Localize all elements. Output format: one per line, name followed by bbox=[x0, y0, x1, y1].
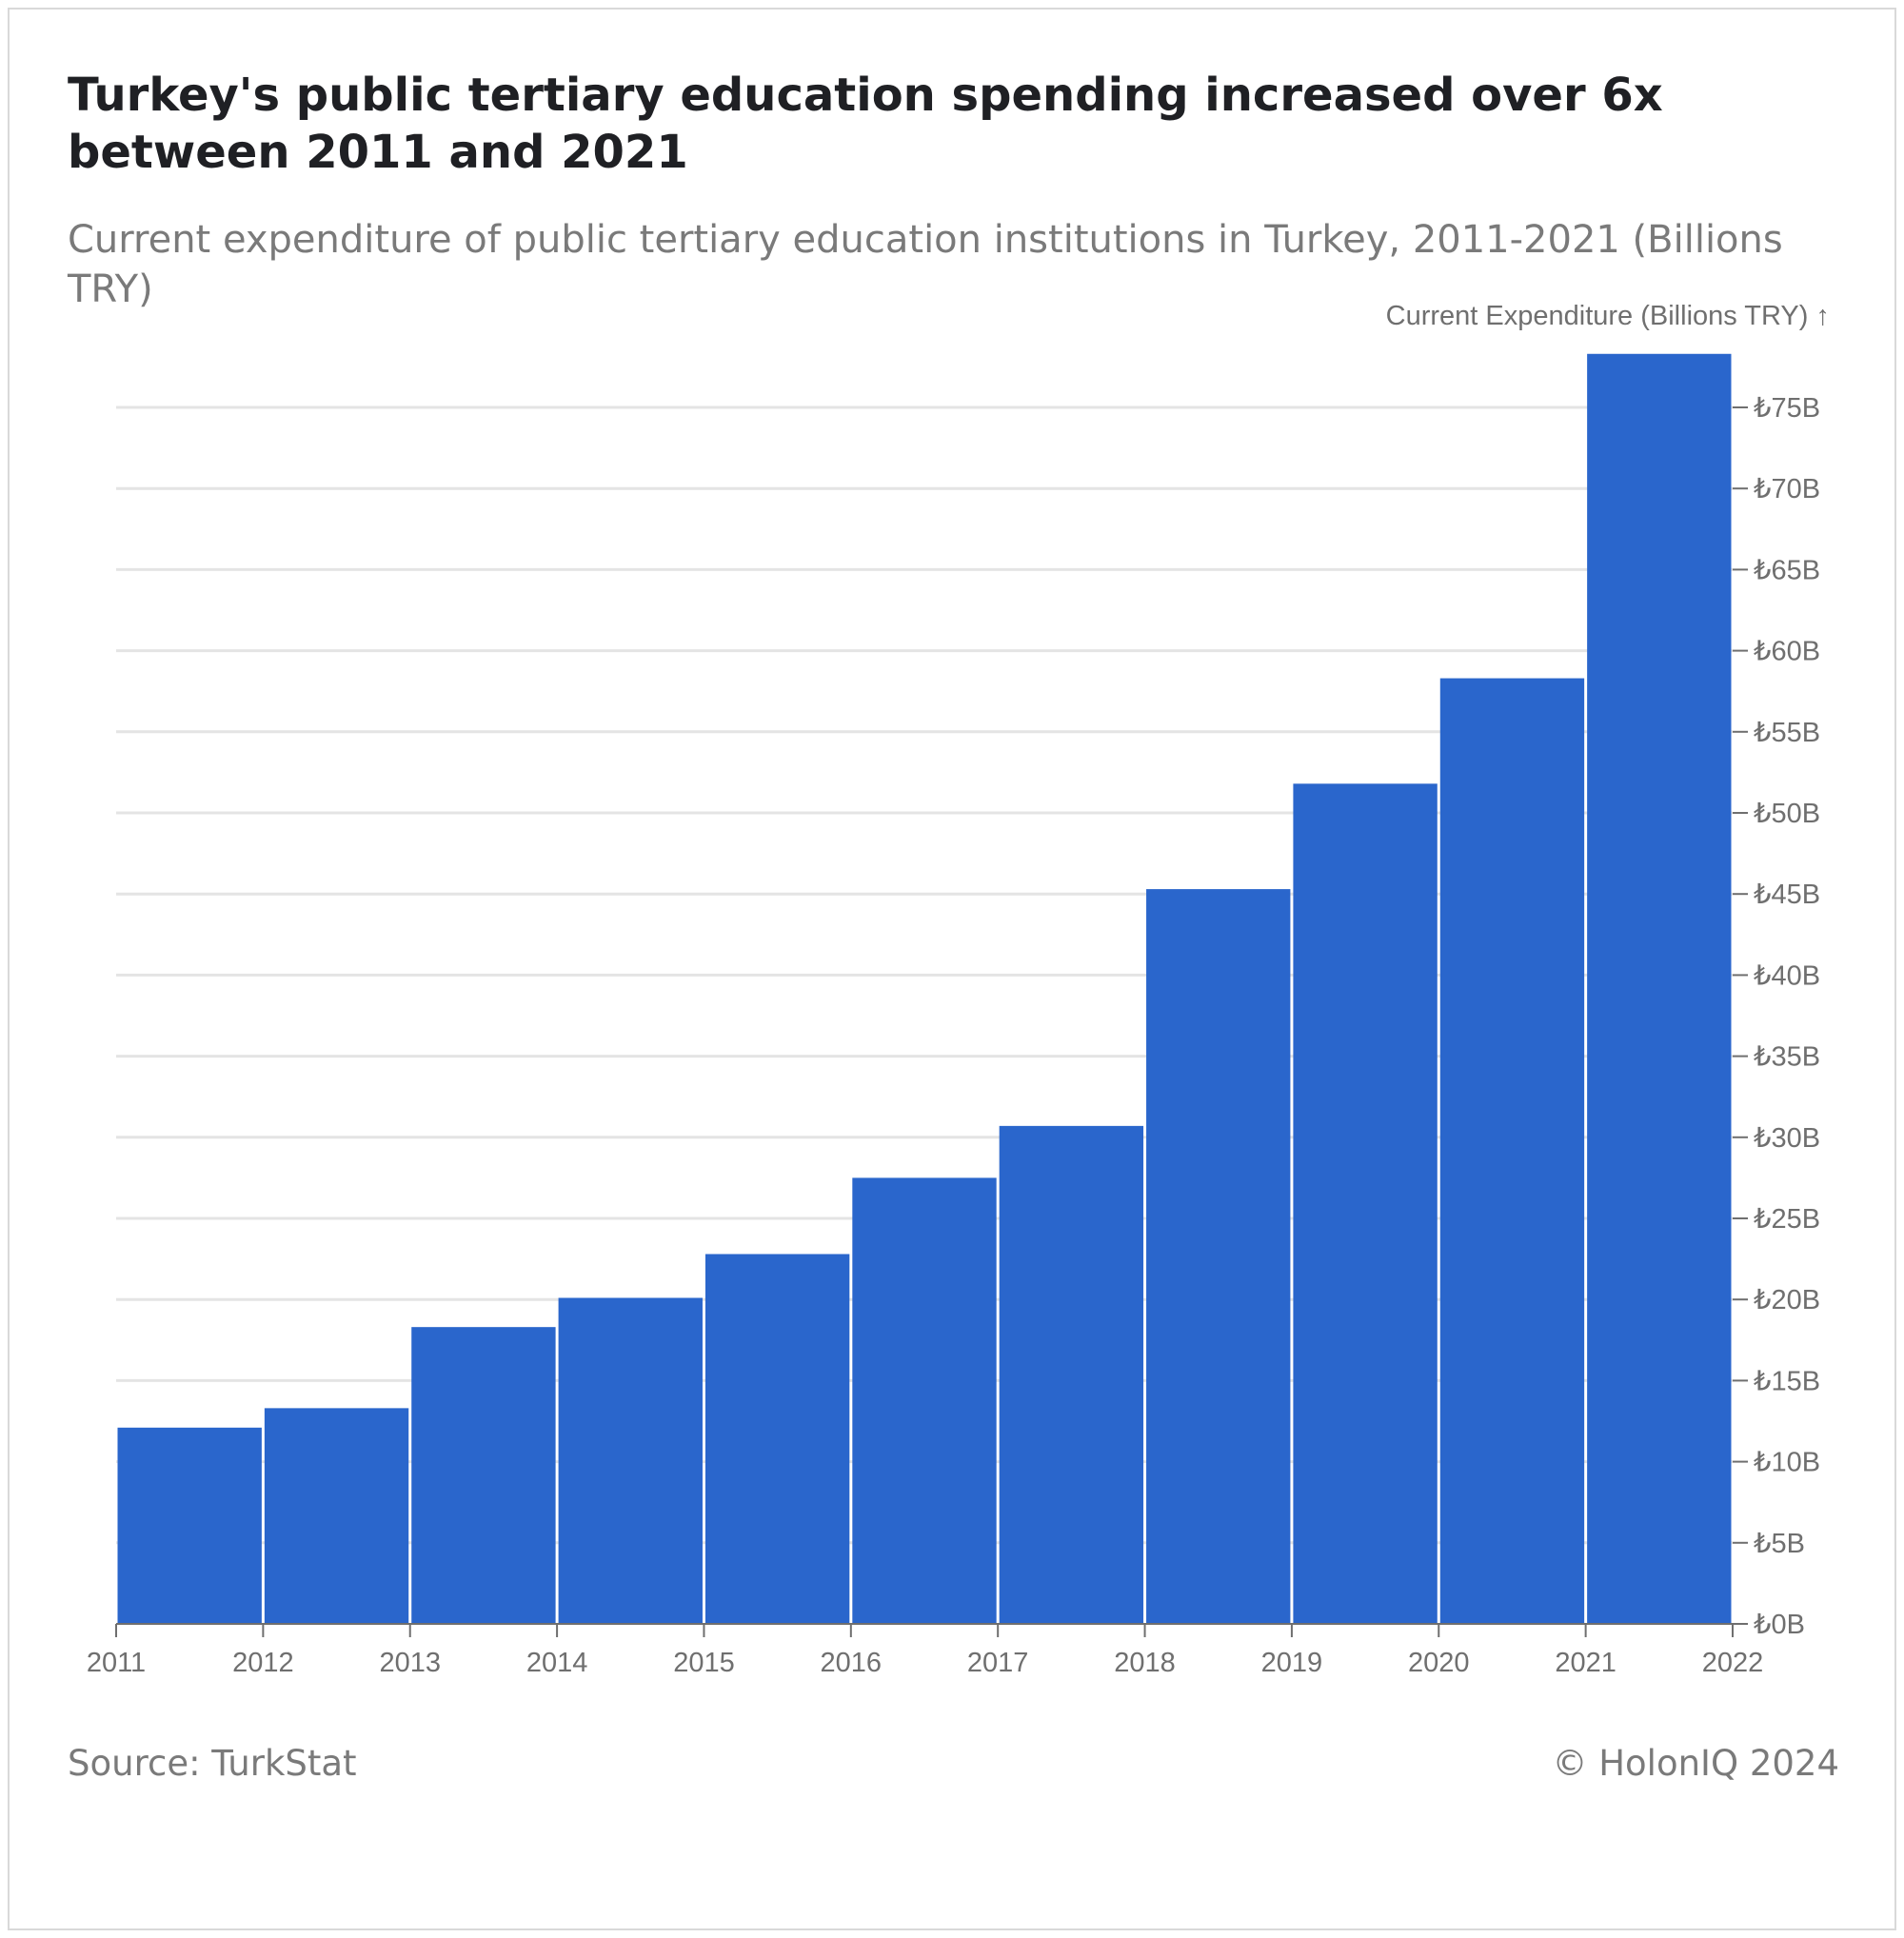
bar bbox=[1146, 889, 1291, 1624]
y-tick-label: ₺25B bbox=[1754, 1204, 1820, 1235]
bars bbox=[117, 353, 1732, 1624]
x-tick-label: 2017 bbox=[967, 1648, 1029, 1678]
x-tick-label: 2022 bbox=[1702, 1648, 1764, 1678]
y-tick-label: ₺50B bbox=[1754, 799, 1820, 829]
bar bbox=[704, 1254, 850, 1624]
y-tick-label: ₺40B bbox=[1754, 960, 1820, 991]
copyright-note: © HolonIQ 2024 bbox=[1552, 1743, 1839, 1784]
y-tick-label: ₺10B bbox=[1754, 1448, 1820, 1478]
y-tick-label: ₺20B bbox=[1754, 1285, 1820, 1315]
x-tick-label: 2016 bbox=[821, 1648, 883, 1678]
x-tick-label: 2011 bbox=[87, 1648, 146, 1678]
y-tick-label: ₺35B bbox=[1754, 1042, 1820, 1073]
y-tick-label: ₺45B bbox=[1754, 880, 1820, 910]
x-tick-label: 2018 bbox=[1114, 1648, 1176, 1678]
bar bbox=[117, 1427, 262, 1624]
y-tick-label: ₺70B bbox=[1754, 474, 1820, 504]
bar bbox=[852, 1177, 997, 1624]
chart-title: Turkey's public tertiary education spend… bbox=[68, 69, 1663, 179]
x-tick-label: 2019 bbox=[1261, 1648, 1323, 1678]
x-tick-label: 2015 bbox=[673, 1648, 735, 1678]
x-tick-label: 2021 bbox=[1555, 1648, 1616, 1678]
x-tick-label: 2014 bbox=[526, 1648, 588, 1678]
chart-subtitle: Current expenditure of public tertiary e… bbox=[68, 218, 1783, 311]
bar bbox=[1587, 353, 1732, 1624]
bar bbox=[1293, 783, 1438, 1624]
y-tick-label: ₺75B bbox=[1754, 393, 1820, 424]
x-tick-label: 2020 bbox=[1408, 1648, 1470, 1678]
y-tick-label: ₺60B bbox=[1754, 637, 1820, 667]
bar bbox=[411, 1327, 556, 1624]
bar bbox=[999, 1125, 1144, 1624]
bar bbox=[264, 1408, 409, 1624]
y-axis-label: Current Expenditure (Billions TRY) ↑ bbox=[1386, 301, 1830, 331]
source-note: Source: TurkStat bbox=[68, 1743, 357, 1784]
y-tick-label: ₺55B bbox=[1754, 718, 1820, 748]
y-tick-label: ₺5B bbox=[1754, 1529, 1805, 1559]
y-tick-label: ₺65B bbox=[1754, 555, 1820, 585]
axes: ₺0B ₺5B ₺10B ₺15B ₺20B ₺25B ₺30B ₺35B ₺40B ₺45B ₺5… bbox=[87, 393, 1820, 1678]
bar bbox=[1439, 678, 1585, 1624]
y-tick-label: ₺15B bbox=[1754, 1366, 1820, 1396]
x-tick-label: 2013 bbox=[379, 1648, 441, 1678]
bar bbox=[558, 1297, 703, 1624]
y-tick-label: ₺0B bbox=[1754, 1610, 1805, 1640]
y-tick-label: ₺30B bbox=[1754, 1123, 1820, 1154]
x-tick-label: 2012 bbox=[232, 1648, 294, 1678]
